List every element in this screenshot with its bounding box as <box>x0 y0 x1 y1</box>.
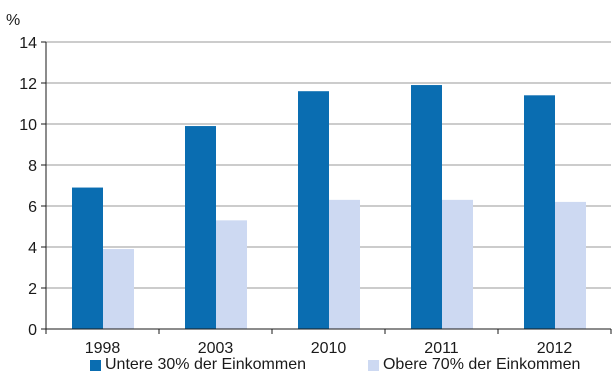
y-tick-label: 6 <box>28 199 37 216</box>
bar-series-1-2003 <box>185 126 216 329</box>
bar-series-2-2011 <box>442 199 473 329</box>
bar-series-2-2010 <box>329 199 360 329</box>
legend-swatch-series-1 <box>90 359 101 371</box>
x-tick-label: 2011 <box>424 340 459 357</box>
bar-series-2-1998 <box>103 249 134 329</box>
legend: Untere 30% der Einkommen Obere 70% der E… <box>90 353 610 377</box>
bar-series-2-2012 <box>555 201 586 329</box>
y-tick-label: 0 <box>28 322 37 339</box>
bar-series-1-2010 <box>298 91 329 329</box>
bars <box>72 85 586 329</box>
x-tick-label: 2012 <box>537 340 573 357</box>
bar-series-1-1998 <box>72 187 103 329</box>
bar-series-2-2003 <box>216 220 247 329</box>
y-tick-label: 14 <box>19 35 37 52</box>
y-tick-label: 4 <box>28 240 37 257</box>
y-tick-label: 10 <box>19 117 37 134</box>
x-tick-label: 1998 <box>85 340 121 357</box>
bar-series-1-2012 <box>524 95 555 329</box>
y-tick-label: 2 <box>28 281 37 298</box>
x-tick-label: 2010 <box>311 340 347 357</box>
legend-swatch-series-2 <box>367 359 379 371</box>
y-axis-unit-label: % <box>6 12 20 29</box>
legend-label-series-2: Obere 70% der Einkommen <box>382 356 581 373</box>
y-tick-label: 12 <box>19 76 37 93</box>
legend-item-series-2: Obere 70% der Einkommen <box>367 356 581 374</box>
bar-series-1-2011 <box>411 85 442 329</box>
x-tick-label: 2003 <box>198 340 234 357</box>
y-tick-label: 8 <box>28 158 37 175</box>
legend-item-series-1: Untere 30% der Einkommen <box>90 356 306 374</box>
axes: 0 2 4 6 8 10 12 14 1998 2003 2010 2011 2012 <box>19 35 612 357</box>
legend-label-series-1: Untere 30% der Einkommen <box>105 356 306 373</box>
